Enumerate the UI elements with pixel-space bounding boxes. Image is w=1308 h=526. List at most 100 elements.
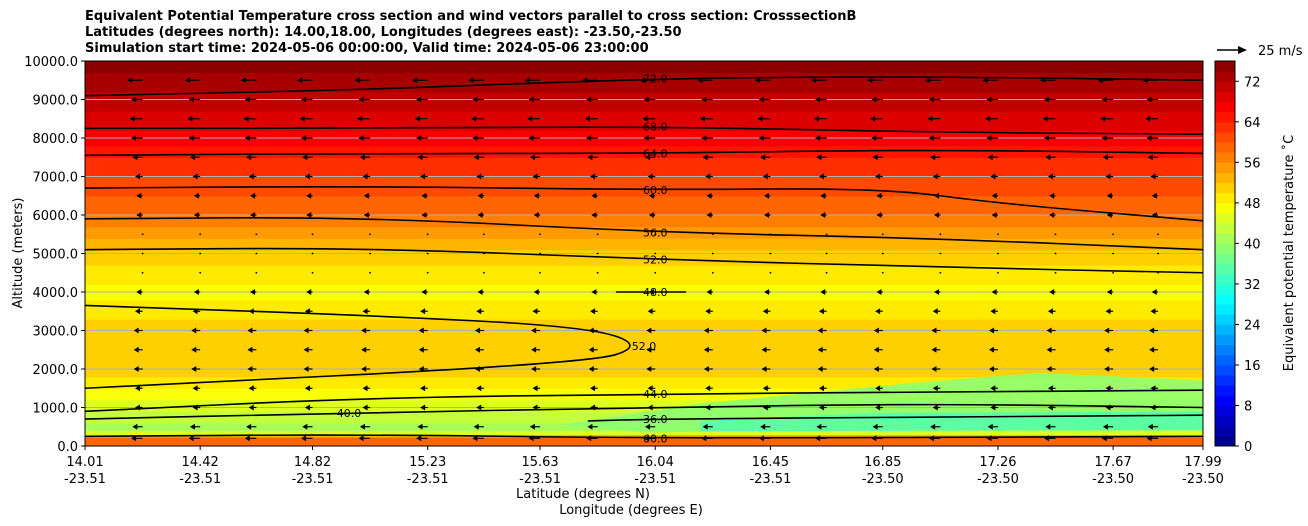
field-band (85, 130, 1203, 135)
wind-vector-dot (881, 233, 884, 236)
contour-line (85, 185, 1203, 222)
field-band (85, 199, 1203, 205)
wind-vector-head (701, 135, 707, 141)
field-band (85, 265, 1203, 270)
field-band (85, 191, 1203, 197)
wind-vector-head (646, 327, 652, 334)
wind-vector-head (815, 435, 821, 442)
colorbar-swatch (1215, 131, 1235, 143)
wind-vector-head (132, 423, 138, 430)
wind-vector-head (306, 192, 312, 199)
contour-line (85, 247, 1203, 274)
theta-e-field (85, 61, 1203, 446)
wind-vector-head (1105, 308, 1111, 315)
colorbar-swatch (1215, 354, 1235, 366)
field-band (85, 195, 1203, 201)
wind-vector-head (1102, 154, 1108, 161)
wind-vector-head (248, 385, 254, 392)
wind-vector-head (1047, 308, 1053, 315)
wind-vector-dot (711, 252, 714, 255)
wind-vector-head (1151, 212, 1157, 218)
wind-vector-dot (997, 252, 999, 255)
wind-vector-head (131, 435, 137, 442)
wind-vector-head (133, 327, 139, 334)
wind-vector-head (1046, 327, 1052, 334)
field-band (85, 134, 1203, 139)
contour-label: 64.0 (643, 147, 668, 160)
field-band (85, 145, 1203, 151)
wind-vector-head (362, 308, 368, 315)
wind-vector-head (192, 404, 198, 411)
colorbar-swatch (1215, 182, 1235, 194)
wind-vector-head (1101, 435, 1107, 442)
x-tick-label-lat: 14.82 (294, 455, 331, 470)
wind-vector-head (1146, 435, 1152, 442)
field-band (85, 276, 1203, 282)
field-band (85, 322, 1203, 328)
wind-vector-dot (199, 252, 202, 255)
chart-title-line-3: Simulation start time: 2024-05-06 00:00:… (85, 41, 649, 56)
wind-vector-head (416, 435, 422, 442)
wind-vector-head (764, 192, 770, 199)
wind-vector-dot (539, 271, 541, 274)
field-band (85, 349, 1203, 355)
colorbar-tick-label: 0 (1244, 440, 1252, 455)
wind-vector-head (1100, 115, 1106, 122)
wind-vector-head (302, 423, 308, 430)
wind-vector-head (1106, 212, 1112, 218)
wind-vector-head (818, 404, 824, 411)
x-tick-label-lon: -23.50 (1182, 472, 1224, 487)
wind-vector-head (931, 346, 937, 353)
wind-vector-dot (939, 271, 942, 274)
wind-vector-head (304, 385, 310, 392)
wind-vector-head (588, 346, 594, 353)
wind-vector-head (362, 385, 368, 392)
contour-line (85, 76, 1203, 97)
field-band (85, 180, 1203, 185)
wind-vector-head (244, 96, 250, 103)
wind-vector-head (529, 154, 535, 161)
x-tick-label-lat: 16.45 (752, 455, 789, 470)
colorbar-frame (1214, 60, 1236, 447)
wind-vector-head (701, 435, 707, 442)
wind-vector-head (416, 135, 422, 141)
colorbar-label: Equivalent potential temperature ˚C (1281, 135, 1297, 371)
wind-vector-head (706, 289, 712, 295)
wind-vector-head (587, 154, 593, 161)
wind-vector-dot (199, 233, 202, 236)
wind-vector-head (989, 346, 995, 353)
x-axis: 14.01 -23.51 14.42 -23.51 14.82 -23.51 15.23 -2… (64, 446, 1224, 487)
colorbar-swatch (1215, 344, 1235, 356)
wind-vector-head (703, 327, 709, 334)
x-tick-label-lon: -23.51 (64, 472, 106, 487)
wind-vector-dot (426, 233, 429, 236)
colorbar-swatch (1215, 111, 1235, 123)
wind-vector-head (991, 192, 997, 199)
wind-vector-dot (939, 252, 942, 255)
wind-vector-dot (539, 233, 541, 236)
wind-vector-head (985, 115, 991, 122)
wind-vector-head (1147, 423, 1153, 430)
field-band (85, 261, 1203, 266)
field-band (85, 399, 1203, 405)
wind-vector-head (472, 135, 478, 141)
wind-vector-head (867, 77, 873, 84)
wind-vector-head (931, 366, 937, 372)
wind-vector-head (820, 212, 826, 218)
colorbar-swatch (1215, 71, 1235, 82)
contour-label: 52.0 (632, 340, 657, 353)
wind-vector-head (989, 366, 995, 372)
wind-vector-head (303, 346, 309, 353)
wind-vector-head (591, 212, 597, 218)
wind-vector-head (647, 308, 653, 315)
field-band (85, 157, 1203, 162)
y-tick-label: 10000.0 (24, 55, 78, 70)
x-tick-label-lat: 16.04 (637, 455, 674, 470)
wind-vector-head (591, 192, 597, 199)
wind-vector-head (871, 96, 877, 103)
wind-vector-dot (426, 271, 429, 274)
field-band (85, 84, 1203, 89)
wind-vector-head (590, 173, 596, 180)
wind-vector-head (188, 96, 194, 103)
wind-vector-head (700, 115, 706, 122)
